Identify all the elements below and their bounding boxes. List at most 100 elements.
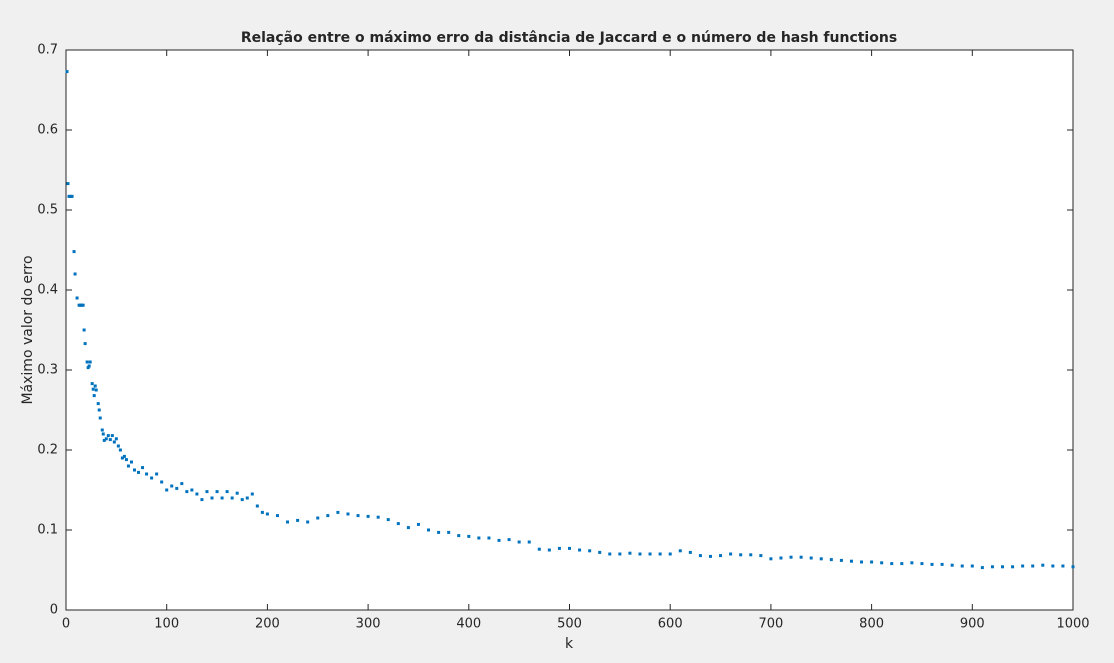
point [638, 552, 642, 556]
point [106, 434, 110, 438]
y-tick-label: 0.1 [37, 523, 58, 538]
point [729, 552, 733, 556]
point [132, 468, 136, 472]
point [739, 553, 743, 557]
point [175, 486, 179, 490]
point [110, 434, 114, 438]
x-tick-label: 500 [557, 617, 582, 632]
point [648, 552, 652, 556]
x-tick-label: 600 [658, 617, 683, 632]
point [124, 458, 128, 462]
point [920, 562, 924, 566]
y-tick-label: 0.2 [37, 443, 58, 458]
point [245, 496, 249, 500]
y-tick-label: 0.7 [37, 43, 58, 58]
point [1031, 564, 1035, 568]
point [930, 562, 934, 566]
x-tick-label: 100 [154, 617, 179, 632]
point [225, 490, 229, 494]
point [447, 530, 451, 534]
chart-title: Relação entre o máximo erro da distância… [241, 30, 897, 46]
point [87, 364, 91, 368]
point [960, 564, 964, 568]
point [306, 520, 310, 524]
point [336, 510, 340, 514]
point [487, 536, 491, 540]
point [102, 438, 106, 442]
point [210, 496, 214, 500]
point [160, 480, 164, 484]
point [145, 472, 149, 476]
point [255, 504, 259, 508]
point [83, 342, 87, 346]
point [588, 549, 592, 553]
point [170, 484, 174, 488]
point [180, 482, 184, 486]
point [779, 556, 783, 560]
point [86, 366, 90, 370]
point [296, 518, 300, 522]
point [839, 558, 843, 562]
point [789, 555, 793, 559]
point [108, 438, 112, 442]
point [150, 476, 154, 480]
point [547, 548, 551, 552]
point [688, 550, 692, 554]
point [749, 553, 753, 557]
point [120, 456, 124, 460]
x-tick-label: 300 [356, 617, 381, 632]
point [220, 496, 224, 500]
point [72, 250, 76, 254]
point [497, 538, 501, 542]
point [240, 498, 244, 502]
y-axis-label: Máximo valor do erro [20, 255, 36, 404]
point [104, 437, 108, 441]
point [507, 538, 511, 542]
point [527, 540, 531, 544]
point [557, 546, 561, 550]
point [386, 518, 390, 522]
point [92, 394, 96, 398]
point [578, 548, 582, 552]
point [118, 448, 122, 452]
point [1011, 565, 1015, 569]
point [990, 565, 994, 569]
point [75, 296, 79, 300]
point [829, 558, 833, 562]
point [437, 530, 441, 534]
point [316, 516, 320, 520]
point [940, 562, 944, 566]
x-tick-label: 400 [456, 617, 481, 632]
point [73, 272, 77, 276]
point [668, 552, 672, 556]
point [200, 498, 204, 502]
point [910, 561, 914, 565]
point [719, 554, 723, 558]
point [406, 526, 410, 530]
point [195, 492, 199, 496]
point [155, 472, 159, 476]
x-tick-label: 200 [255, 617, 280, 632]
point [477, 536, 481, 540]
point [1061, 564, 1065, 568]
point [618, 552, 622, 556]
x-axis-label: k [565, 636, 574, 652]
point [326, 514, 330, 518]
point [970, 564, 974, 568]
x-tick-label: 900 [960, 617, 985, 632]
point [82, 328, 86, 332]
point [230, 496, 234, 500]
point [890, 562, 894, 566]
point [185, 490, 189, 494]
point [860, 560, 864, 564]
y-tick-label: 0.5 [37, 203, 58, 218]
point [275, 514, 279, 518]
point [85, 360, 89, 364]
plot-area [65, 49, 1074, 611]
point [628, 551, 632, 555]
point [81, 303, 85, 307]
point [88, 360, 92, 364]
point [870, 560, 874, 564]
point [849, 559, 853, 563]
point [1001, 565, 1005, 569]
